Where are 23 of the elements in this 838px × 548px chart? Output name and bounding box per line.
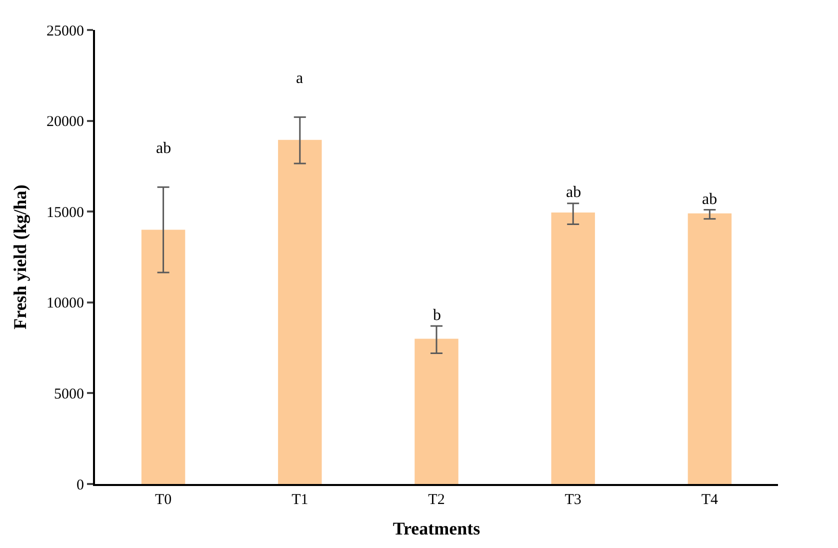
- bar: [414, 338, 458, 484]
- y-axis-title: Fresh yield (kg/ha): [10, 184, 30, 330]
- y-tick-label: 15000: [46, 204, 84, 221]
- bar: [551, 212, 595, 484]
- x-tick-label: T0: [154, 492, 172, 508]
- y-tick-label: 10000: [46, 296, 84, 312]
- x-tick-label: T4: [701, 492, 719, 508]
- x-axis-title: Treatments: [392, 518, 480, 539]
- x-tick-label: T1: [292, 492, 308, 508]
- annotation: ab: [566, 184, 582, 201]
- y-tick-label: 25000: [46, 23, 84, 40]
- x-tick-label: T2: [428, 492, 445, 508]
- annotation: ab: [702, 191, 718, 208]
- y-tick-label: 5000: [54, 386, 84, 402]
- bar: [688, 213, 732, 484]
- y-tick-label: 0: [76, 477, 84, 494]
- bar: [278, 140, 322, 484]
- bar: [141, 230, 186, 484]
- annotation: a: [296, 70, 304, 87]
- annotation: b: [433, 307, 441, 324]
- annotation: ab: [156, 140, 172, 157]
- y-tick-label: 20000: [46, 114, 84, 130]
- x-tick-label: T3: [564, 492, 582, 508]
